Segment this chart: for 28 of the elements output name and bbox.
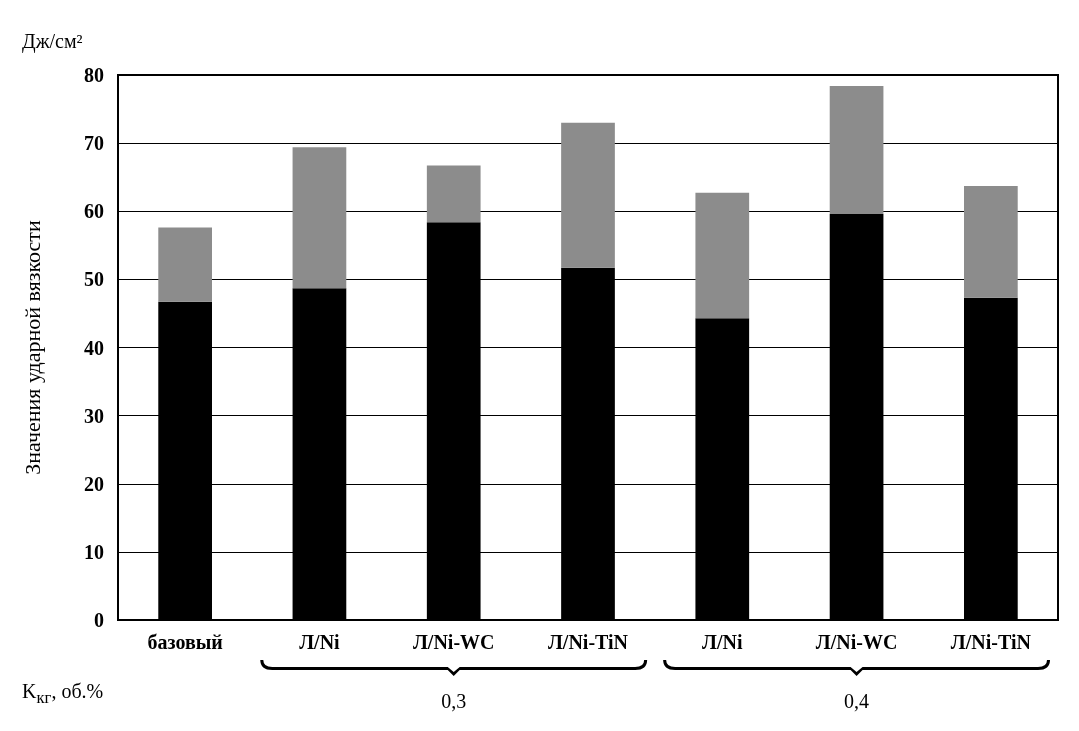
bar (292, 147, 347, 289)
y-tick-label: 40 (84, 336, 104, 359)
y-tick-label: 50 (84, 268, 104, 291)
x-tick-label: Л/Ni (299, 631, 341, 653)
bar (158, 227, 212, 302)
y-tick-label: 20 (84, 472, 104, 495)
y-axis-title: Значения ударной вязкости (19, 220, 45, 475)
x-axis-title: K$_{кг}$, об.% (22, 680, 104, 708)
x-tick-label: Л/Ni-WC (815, 631, 898, 653)
y-tick-label: 0 (94, 609, 104, 631)
bar (964, 186, 1018, 298)
bar (695, 192, 750, 319)
y-tick-label: 30 (84, 404, 104, 427)
text: Дж/см² (22, 30, 83, 53)
y-tick-label: 10 (84, 540, 104, 563)
x-tick-label: Л/Ni-TiN (547, 631, 629, 653)
x-tick-label: базовый (147, 631, 223, 653)
x-tick-label: Л/Ni-WC (412, 631, 495, 653)
x-tick-label: Л/Ni-TiN (950, 631, 1032, 653)
bar (426, 165, 481, 223)
y-tick-label: 70 (84, 132, 104, 155)
y-tick-label: 80 (84, 64, 104, 86)
text: 0,3 (441, 690, 467, 713)
text: 0,4 (844, 690, 870, 713)
y-tick-label: 60 (84, 200, 104, 223)
bar (561, 122, 615, 268)
bar (829, 85, 884, 214)
x-tick-label: Л/Ni (702, 631, 743, 653)
